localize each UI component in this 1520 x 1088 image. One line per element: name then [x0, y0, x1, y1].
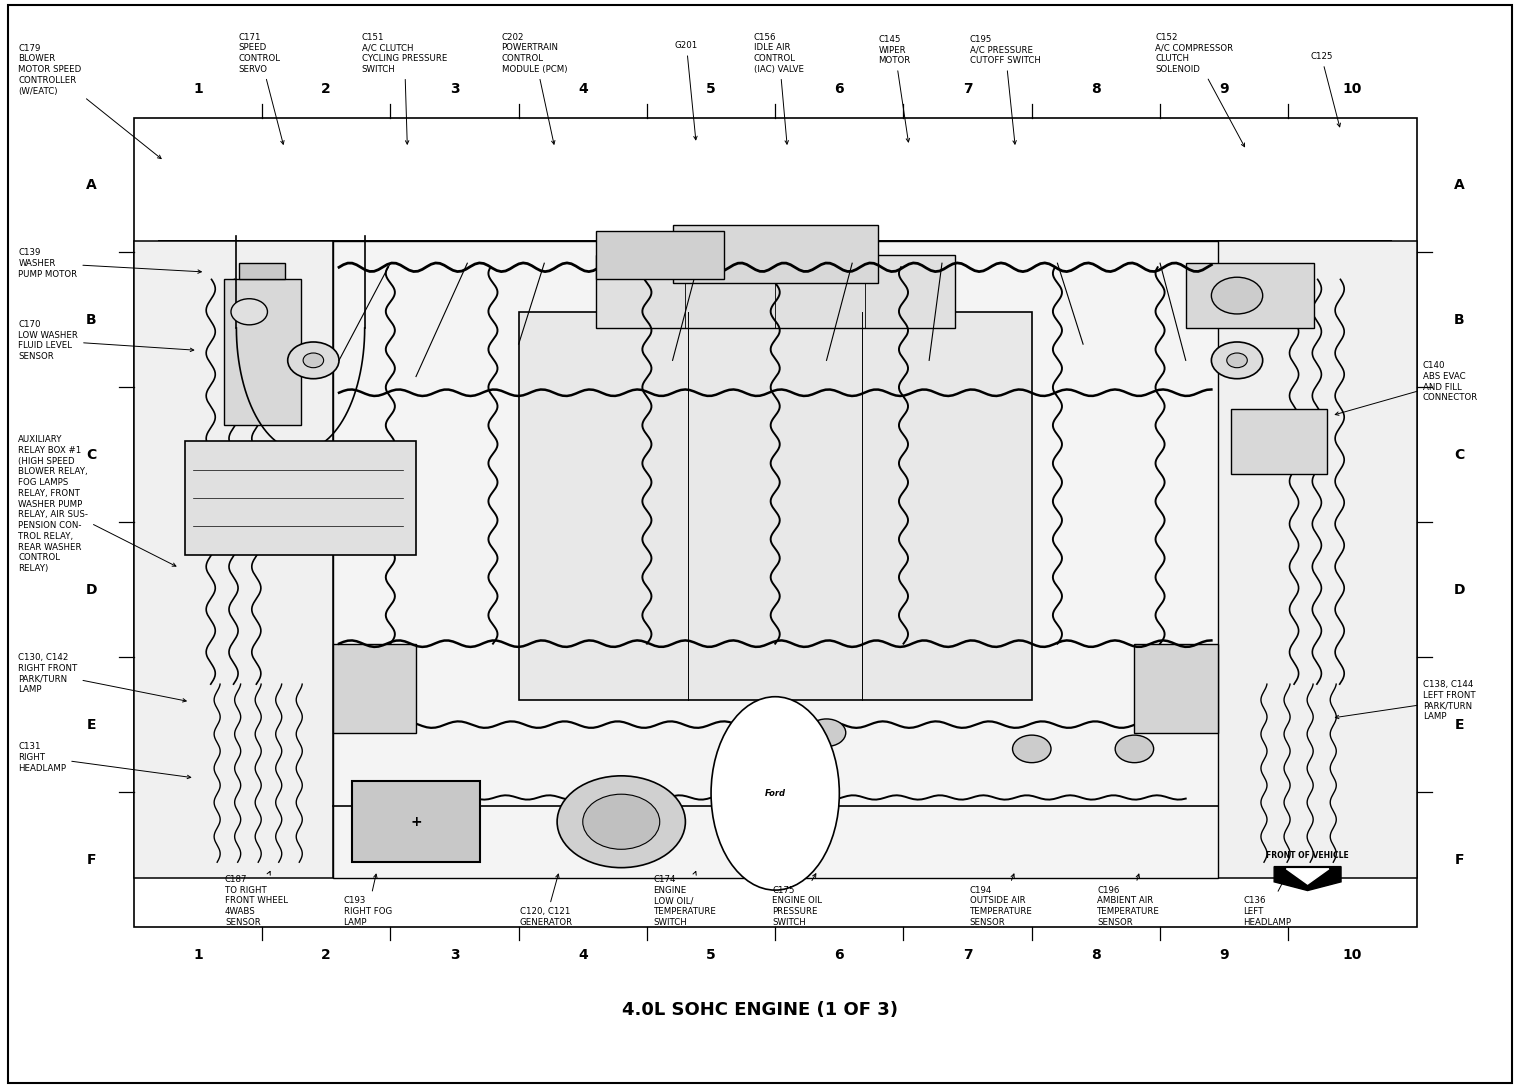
Text: 9: 9: [1219, 949, 1230, 962]
Bar: [596, 255, 955, 327]
Text: C131
RIGHT
HEADLAMP: C131 RIGHT HEADLAMP: [18, 742, 190, 779]
Circle shape: [1012, 735, 1050, 763]
Text: C174
ENGINE
LOW OIL/
TEMPERATURE
SWITCH: C174 ENGINE LOW OIL/ TEMPERATURE SWITCH: [654, 871, 716, 927]
Text: 3: 3: [450, 949, 459, 962]
Text: C130, C142
RIGHT FRONT
PARK/TURN
LAMP: C130, C142 RIGHT FRONT PARK/TURN LAMP: [18, 653, 187, 702]
Bar: [333, 644, 416, 732]
Text: 7: 7: [962, 83, 973, 96]
Text: D: D: [1453, 583, 1465, 596]
Text: 5: 5: [707, 83, 716, 96]
Text: A: A: [85, 178, 97, 191]
Text: 10: 10: [1342, 949, 1362, 962]
Circle shape: [1116, 735, 1154, 763]
Text: 4: 4: [578, 83, 588, 96]
Circle shape: [302, 353, 324, 368]
Text: 5: 5: [707, 949, 716, 962]
Text: C193
RIGHT FOG
LAMP: C193 RIGHT FOG LAMP: [344, 874, 392, 927]
Text: C140
ABS EVAC
AND FILL
CONNECTOR: C140 ABS EVAC AND FILL CONNECTOR: [1335, 361, 1477, 416]
Bar: [1134, 644, 1218, 732]
Text: C: C: [87, 448, 96, 461]
Text: C196
AMBIENT AIR
TEMPERATURE
SENSOR: C196 AMBIENT AIR TEMPERATURE SENSOR: [1097, 874, 1160, 927]
Text: F: F: [1455, 853, 1464, 866]
Text: C139
WASHER
PUMP MOTOR: C139 WASHER PUMP MOTOR: [18, 248, 201, 279]
Text: 8: 8: [1091, 83, 1100, 96]
Text: F: F: [87, 853, 96, 866]
Text: 4.0L SOHC ENGINE (1 OF 3): 4.0L SOHC ENGINE (1 OF 3): [622, 1001, 898, 1018]
Circle shape: [807, 719, 845, 746]
Bar: [333, 240, 1218, 878]
Text: 7: 7: [962, 949, 973, 962]
Text: 2: 2: [321, 949, 331, 962]
Text: 3: 3: [450, 83, 459, 96]
Text: C125: C125: [1310, 52, 1341, 127]
Text: 8: 8: [1091, 949, 1100, 962]
Polygon shape: [1286, 869, 1328, 885]
Text: B: B: [1455, 313, 1464, 326]
Circle shape: [582, 794, 660, 850]
Text: E: E: [1455, 718, 1464, 731]
Text: B: B: [87, 313, 96, 326]
Text: C145
WIPER
MOTOR: C145 WIPER MOTOR: [879, 35, 910, 141]
Bar: [185, 442, 416, 555]
Text: C202
POWERTRAIN
CONTROL
MODULE (PCM): C202 POWERTRAIN CONTROL MODULE (PCM): [502, 33, 567, 145]
Text: C156
IDLE AIR
CONTROL
(IAC) VALVE: C156 IDLE AIR CONTROL (IAC) VALVE: [754, 33, 804, 144]
Circle shape: [1211, 277, 1263, 314]
Text: C138, C144
LEFT FRONT
PARK/TURN
LAMP: C138, C144 LEFT FRONT PARK/TURN LAMP: [1336, 680, 1476, 721]
Circle shape: [1227, 353, 1248, 368]
Text: C170
LOW WASHER
FLUID LEVEL
SENSOR: C170 LOW WASHER FLUID LEVEL SENSOR: [18, 320, 193, 361]
Text: AUXILIARY
RELAY BOX #1
(HIGH SPEED
BLOWER RELAY,
FOG LAMPS
RELAY, FRONT
WASHER P: AUXILIARY RELAY BOX #1 (HIGH SPEED BLOWE…: [18, 435, 176, 573]
Text: C: C: [1455, 448, 1464, 461]
Text: C171
SPEED
CONTROL
SERVO: C171 SPEED CONTROL SERVO: [239, 33, 284, 145]
Text: E: E: [87, 718, 96, 731]
Circle shape: [1211, 342, 1263, 379]
Circle shape: [558, 776, 686, 867]
Text: 10: 10: [1342, 83, 1362, 96]
Polygon shape: [1274, 867, 1341, 891]
Text: 2: 2: [321, 83, 331, 96]
Bar: [223, 280, 301, 425]
Bar: [1231, 409, 1327, 473]
Bar: [1218, 240, 1417, 878]
Bar: [1186, 263, 1313, 327]
Text: 1: 1: [193, 83, 202, 96]
Circle shape: [287, 342, 339, 379]
Ellipse shape: [711, 696, 839, 890]
Text: 1: 1: [193, 949, 202, 962]
Circle shape: [231, 299, 268, 325]
Text: 6: 6: [834, 949, 844, 962]
Text: C136
LEFT
HEADLAMP: C136 LEFT HEADLAMP: [1243, 874, 1292, 927]
Bar: [596, 231, 724, 280]
Text: C194
OUTSIDE AIR
TEMPERATURE
SENSOR: C194 OUTSIDE AIR TEMPERATURE SENSOR: [970, 874, 1032, 927]
Text: D: D: [85, 583, 97, 596]
Text: 6: 6: [834, 83, 844, 96]
Text: C151
A/C CLUTCH
CYCLING PRESSURE
SWITCH: C151 A/C CLUTCH CYCLING PRESSURE SWITCH: [362, 33, 447, 144]
Text: G201: G201: [675, 41, 698, 139]
Bar: [518, 312, 1032, 701]
Text: 4: 4: [578, 949, 588, 962]
Text: C152
A/C COMPRESSOR
CLUTCH
SOLENOID: C152 A/C COMPRESSOR CLUTCH SOLENOID: [1155, 33, 1245, 147]
Text: C187
TO RIGHT
FRONT WHEEL
4WABS
SENSOR: C187 TO RIGHT FRONT WHEEL 4WABS SENSOR: [225, 871, 287, 927]
Text: C120, C121
GENERATOR: C120, C121 GENERATOR: [520, 874, 573, 927]
Text: FRONT OF VEHICLE: FRONT OF VEHICLE: [1266, 851, 1348, 861]
Bar: [672, 225, 879, 284]
Text: C179
BLOWER
MOTOR SPEED
CONTROLLER
(W/EATC): C179 BLOWER MOTOR SPEED CONTROLLER (W/EA…: [18, 44, 161, 159]
Bar: [351, 781, 480, 862]
Text: +: +: [410, 815, 423, 829]
Text: A: A: [1453, 178, 1465, 191]
Text: 9: 9: [1219, 83, 1230, 96]
Bar: [239, 263, 286, 280]
Bar: [134, 118, 1417, 927]
Bar: [134, 240, 333, 878]
Text: C175
ENGINE OIL
PRESSURE
SWITCH: C175 ENGINE OIL PRESSURE SWITCH: [772, 874, 822, 927]
Text: C195
A/C PRESSURE
CUTOFF SWITCH: C195 A/C PRESSURE CUTOFF SWITCH: [970, 35, 1041, 144]
Text: Ford: Ford: [765, 789, 786, 798]
